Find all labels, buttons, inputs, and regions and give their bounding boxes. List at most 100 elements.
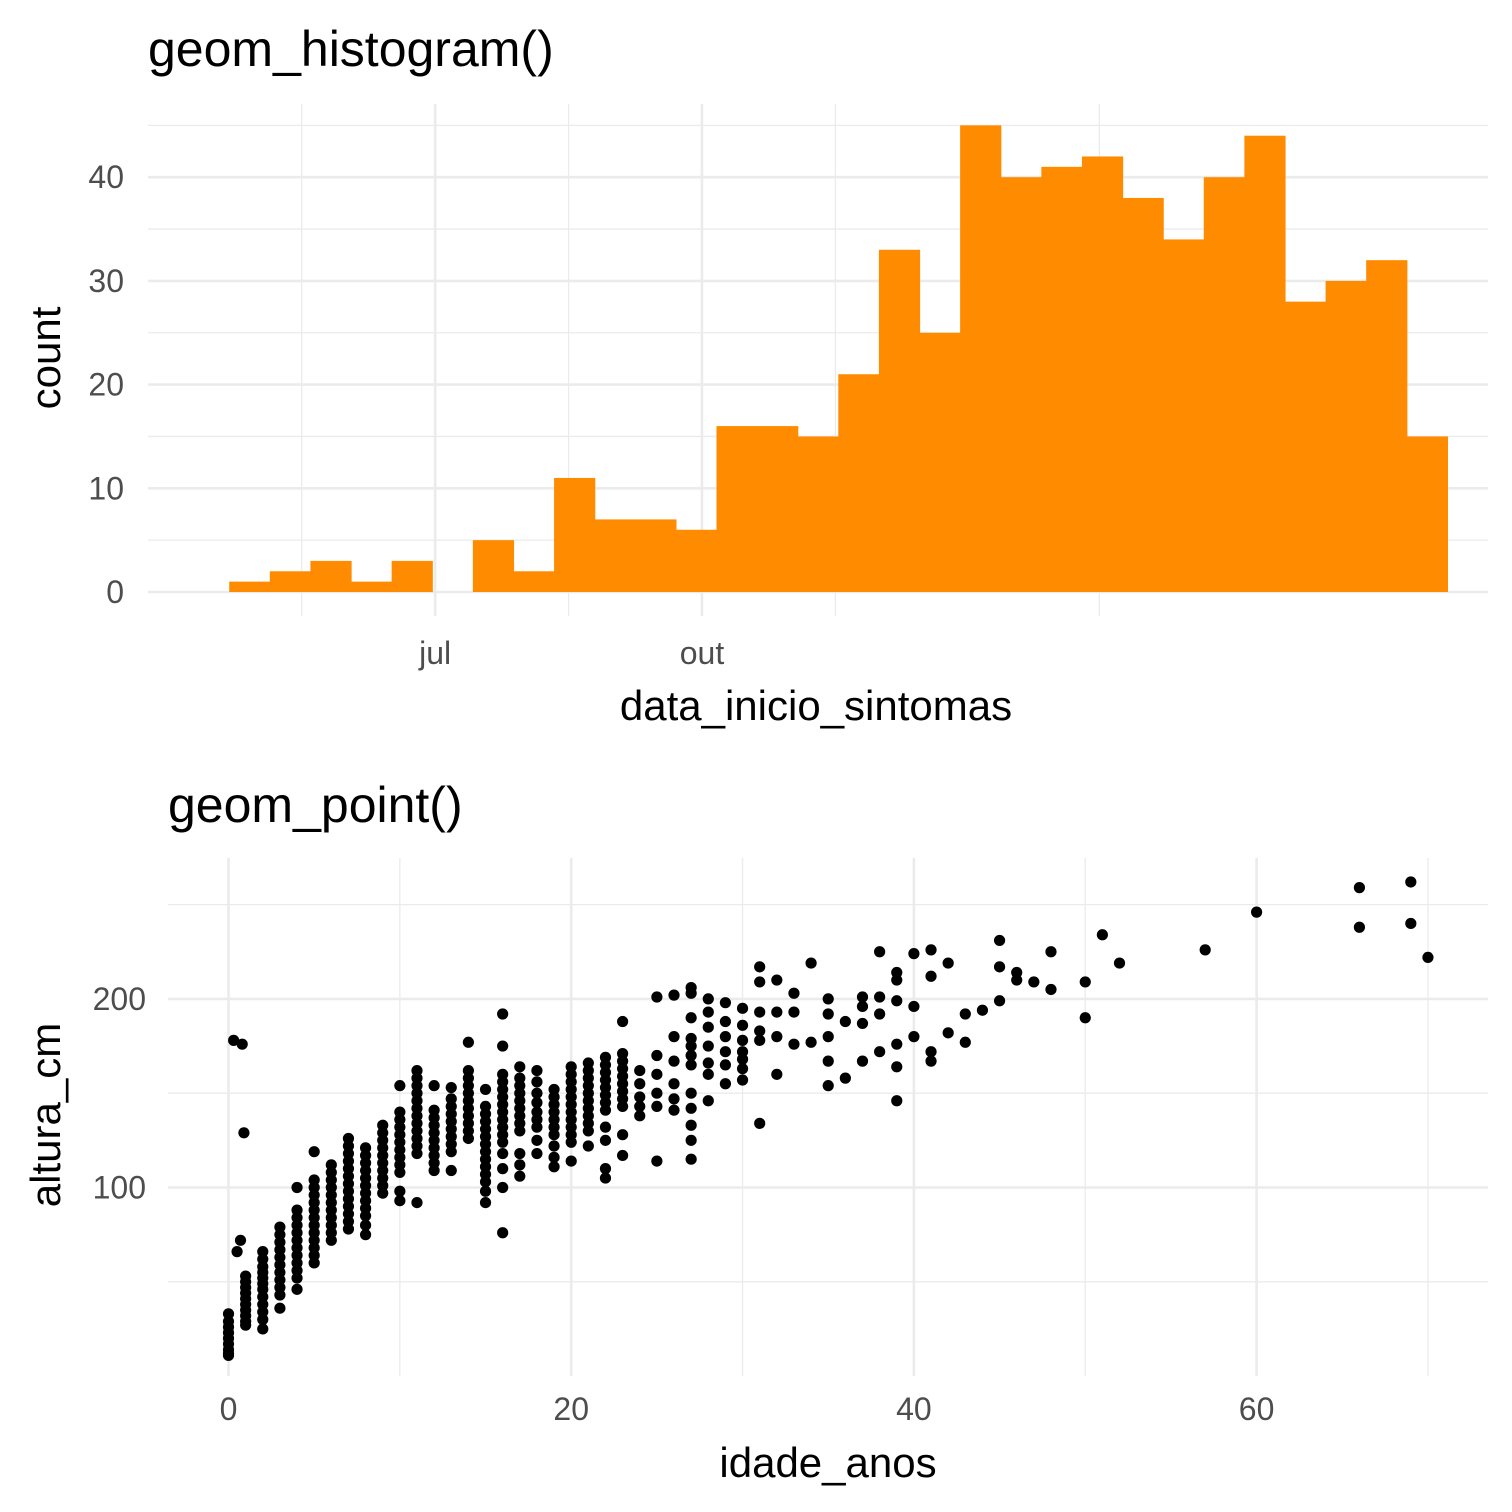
scatter-point	[1113, 957, 1126, 969]
scatter-point	[308, 1257, 320, 1269]
scatter-point	[377, 1187, 389, 1199]
x-tick-label: 40	[896, 1391, 932, 1427]
x-tick-label: out	[680, 635, 725, 671]
y-tick-label: 20	[88, 367, 124, 403]
scatter-point	[891, 1038, 903, 1050]
scatter-point	[1011, 974, 1023, 986]
scatter-point	[325, 1234, 337, 1246]
scatter-point	[685, 1134, 697, 1146]
scatter-point	[531, 1121, 543, 1133]
scatter-point	[788, 987, 800, 999]
scatter-point	[359, 1219, 372, 1231]
histogram-bar	[960, 125, 1002, 592]
scatter-point	[445, 1081, 457, 1094]
scatter-point	[685, 1153, 697, 1165]
scatter-point	[891, 1095, 903, 1107]
scatter-point	[359, 1210, 372, 1222]
scatter-point	[514, 1125, 526, 1137]
scatter-point	[874, 946, 886, 958]
scatter-point	[599, 1163, 612, 1175]
scatter-point	[582, 1125, 594, 1137]
scatter-point	[993, 934, 1006, 947]
scatter-point	[228, 1034, 240, 1046]
scatter-point	[856, 1000, 869, 1013]
scatter-point	[822, 1031, 834, 1043]
scatter-point	[856, 1055, 869, 1067]
scatter-point	[257, 1313, 269, 1326]
scatter-point	[599, 1121, 612, 1133]
scatter-point	[668, 989, 680, 1001]
scatter-point	[685, 1040, 697, 1052]
histogram-y-axis-title: count	[22, 306, 69, 409]
scatter-point	[599, 1134, 612, 1146]
histogram-panel: geom_histogram() 0 10 20 30 40 jul out data_in…	[22, 21, 1488, 729]
scatter-point	[1405, 917, 1417, 930]
scatter-point	[719, 1078, 732, 1090]
scatter-point	[685, 1087, 697, 1099]
scatter-point	[685, 1059, 697, 1071]
scatter-point	[771, 1068, 783, 1080]
scatter-point	[668, 1031, 680, 1043]
scatter-point	[651, 1049, 663, 1062]
scatter-point	[685, 987, 697, 999]
histogram-bar	[594, 519, 636, 592]
scatter-point	[754, 1006, 766, 1018]
scatter-point	[565, 1155, 577, 1167]
scatter-point	[634, 1078, 646, 1090]
scatter-point	[976, 1004, 989, 1016]
scatter-point	[1422, 951, 1434, 964]
scatter-point	[291, 1181, 303, 1194]
scatter-point	[993, 995, 1006, 1007]
y-tick-label: 200	[93, 981, 146, 1017]
scatter-point	[497, 1163, 509, 1175]
scatter-point	[236, 1038, 248, 1050]
scatter-point	[291, 1272, 303, 1284]
scatter-point	[1045, 946, 1057, 958]
scatter-point	[993, 961, 1006, 973]
scatter-point	[394, 1185, 406, 1197]
scatter-point	[754, 961, 766, 973]
scatter-point	[925, 944, 937, 956]
scatter-point	[668, 1078, 680, 1090]
scatter-point	[531, 1076, 543, 1088]
scatter-tick-labels: 100 200 0 20 40 60	[93, 981, 1275, 1427]
scatter-point	[308, 1146, 320, 1158]
scatter-point	[497, 1040, 509, 1052]
x-tick-label: 60	[1239, 1391, 1275, 1427]
scatter-point	[891, 974, 903, 986]
histogram-bar	[838, 374, 880, 592]
histogram-bar	[1284, 301, 1327, 592]
histogram-bar	[635, 519, 677, 592]
histogram-bar	[391, 560, 433, 592]
scatter-point	[445, 1146, 457, 1158]
scatter-x-axis-title: idade_anos	[719, 1439, 936, 1486]
scatter-point	[651, 991, 663, 1003]
scatter-point	[771, 1006, 783, 1018]
scatter-point	[240, 1319, 252, 1331]
scatter-point	[754, 1117, 766, 1129]
scatter-point	[771, 1031, 783, 1043]
scatter-point	[874, 1046, 886, 1058]
scatter-point	[1079, 976, 1091, 988]
scatter-point	[839, 1015, 851, 1028]
scatter-point	[411, 1147, 423, 1160]
scatter-point	[531, 1064, 543, 1077]
scatter-point	[514, 1147, 526, 1160]
histogram-bar	[310, 560, 352, 592]
scatter-point	[736, 1063, 749, 1075]
scatter-point	[685, 1119, 697, 1131]
scatter-point	[394, 1166, 406, 1179]
scatter-point	[599, 1172, 612, 1184]
scatter-point	[754, 976, 766, 988]
y-tick-label: 0	[106, 574, 124, 610]
histogram-bar	[1406, 436, 1448, 592]
histogram-bar	[1041, 166, 1083, 592]
scatter-point	[719, 1046, 732, 1058]
scatter-point	[462, 1132, 474, 1145]
scatter-point	[788, 1038, 800, 1050]
scatter-point	[822, 1055, 834, 1067]
histogram-tick-labels: 0 10 20 30 40 jul out	[88, 159, 724, 671]
histogram-bar	[1203, 177, 1245, 592]
scatter-point	[702, 1095, 714, 1107]
